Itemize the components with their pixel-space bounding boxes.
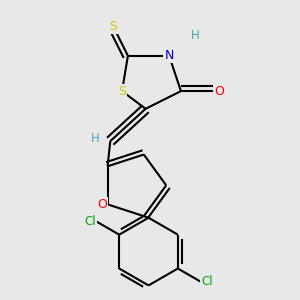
Text: Cl: Cl <box>201 275 212 288</box>
Text: O: O <box>97 198 107 211</box>
Text: O: O <box>214 85 224 98</box>
Text: S: S <box>118 85 126 98</box>
Text: Cl: Cl <box>85 215 96 228</box>
Text: S: S <box>109 20 117 33</box>
Text: H: H <box>91 132 100 145</box>
Text: N: N <box>164 49 174 62</box>
Text: H: H <box>191 29 200 42</box>
